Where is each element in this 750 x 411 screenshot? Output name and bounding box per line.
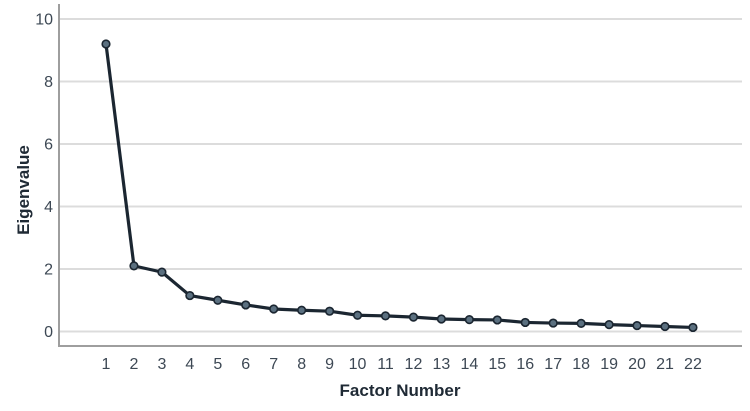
x-tick-label: 15 xyxy=(488,356,506,373)
x-tick-label: 17 xyxy=(544,356,562,373)
x-tick-label: 7 xyxy=(269,356,278,373)
data-point-marker xyxy=(101,39,111,49)
y-axis-title: Eigenvalue xyxy=(14,145,33,235)
x-tick-label: 3 xyxy=(157,356,166,373)
x-tick-label: 20 xyxy=(628,356,646,373)
data-point-marker xyxy=(688,322,698,333)
x-tick-label: 21 xyxy=(656,356,674,373)
data-point-marker xyxy=(464,315,474,325)
gridlines xyxy=(59,18,742,333)
x-tick-label: 12 xyxy=(405,356,423,373)
data-point-marker xyxy=(185,290,195,301)
x-tick-label: 14 xyxy=(460,356,478,373)
x-axis-tick-labels: 1 2 3 4 5 6 7 8 9 10 11 12 13 14 15 16 17 18 19 20 21 22 xyxy=(102,356,702,373)
data-point-marker xyxy=(213,295,223,305)
x-tick-label: 8 xyxy=(297,356,306,373)
data-point-marker xyxy=(436,314,447,324)
x-tick-label: 13 xyxy=(433,356,451,373)
eigenvalue-line xyxy=(104,42,695,330)
y-tick-label: 10 xyxy=(35,12,53,29)
x-tick-label: 16 xyxy=(516,356,534,373)
x-tick-label: 2 xyxy=(129,356,138,373)
x-axis-title: Factor Number xyxy=(340,381,461,400)
x-tick-label: 9 xyxy=(325,356,334,373)
x-tick-label: 1 xyxy=(102,356,111,373)
x-tick-label: 11 xyxy=(377,356,394,373)
axis-lines xyxy=(58,4,742,347)
y-tick-label: 0 xyxy=(44,324,53,341)
data-point-marker xyxy=(241,300,251,310)
x-tick-label: 5 xyxy=(213,356,222,373)
y-axis-tick-labels: 0 2 4 6 8 10 xyxy=(35,12,53,342)
y-tick-label: 2 xyxy=(44,262,53,279)
y-tick-label: 6 xyxy=(44,137,53,154)
data-point-marker xyxy=(632,320,642,331)
data-point-marker xyxy=(548,318,558,328)
data-point-marker xyxy=(408,312,419,322)
data-point-marker xyxy=(660,321,670,332)
data-point-marker xyxy=(604,320,614,330)
data-point-marker xyxy=(297,305,307,315)
data-point-marker xyxy=(576,318,586,328)
data-point-marker xyxy=(269,304,279,314)
data-point-marker xyxy=(520,317,530,328)
y-tick-label: 4 xyxy=(44,199,53,216)
x-tick-label: 6 xyxy=(241,356,250,373)
x-tick-label: 4 xyxy=(185,356,194,373)
data-point-marker xyxy=(129,261,139,271)
y-tick-label: 8 xyxy=(44,74,53,91)
x-tick-label: 22 xyxy=(684,356,702,373)
x-tick-label: 19 xyxy=(600,356,618,373)
x-tick-label: 18 xyxy=(572,356,590,373)
data-point-marker xyxy=(380,311,391,321)
data-point-marker xyxy=(492,315,502,325)
eigenvalue-series xyxy=(101,39,698,333)
x-tick-label: 10 xyxy=(349,356,367,373)
data-point-marker xyxy=(325,306,335,316)
data-point-marker xyxy=(352,310,363,320)
data-point-marker xyxy=(157,267,167,277)
